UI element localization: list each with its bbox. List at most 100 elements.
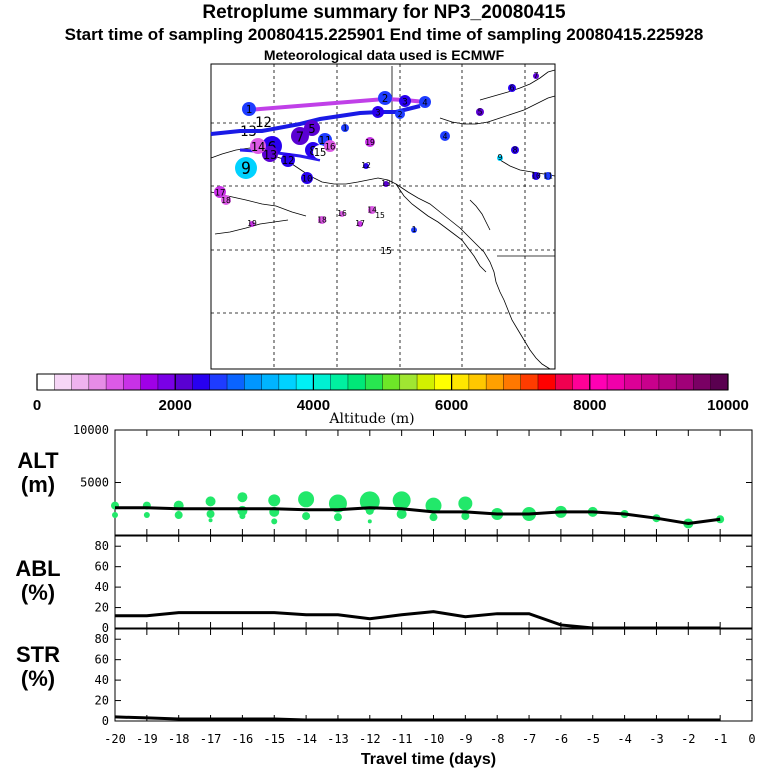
colorbar-swatch (520, 374, 539, 390)
x-tick-label: -9 (458, 732, 472, 746)
plume-label: 2 (382, 93, 388, 105)
plume-bubble (363, 163, 369, 169)
plume-label: 18 (221, 196, 231, 205)
alt-bubble (429, 513, 438, 522)
plume-bubble (235, 157, 257, 179)
plume-bubble (301, 172, 313, 184)
colorbar-tick-label: 0 (33, 397, 41, 414)
y-tick-label: 80 (95, 539, 109, 553)
colorbar-tick-label: 2000 (159, 397, 192, 414)
plume-label: 9 (498, 153, 503, 162)
time-series-panels: 500010000ALT(m)020406080ABL(%)020406080S… (15, 423, 755, 768)
y-tick-label: 20 (95, 601, 109, 615)
chart-title: Retroplume summary for NP3_20080415 (202, 2, 566, 23)
plume-label: 8 (513, 145, 518, 154)
plume-label: 16 (325, 143, 336, 153)
colorbar-swatch (209, 374, 228, 390)
trajectory-upper (247, 96, 426, 112)
alt-bubble (367, 519, 372, 524)
x-tick-label: -1 (713, 732, 727, 746)
colorbar-swatch (537, 374, 556, 390)
colorbar-tick-label: 8000 (573, 397, 606, 414)
plume-label: 16 (337, 209, 347, 218)
plume-label: 7 (296, 129, 304, 145)
plume-label: 8 (309, 144, 316, 158)
plume-label: 14 (251, 140, 265, 154)
plume-bubble (476, 108, 484, 116)
plume-label: 1 (343, 123, 348, 132)
colorbar-swatch (382, 374, 401, 390)
plume-label: 5 (308, 122, 315, 136)
panel-ylabel: (m) (21, 472, 55, 497)
plume-bubble (324, 140, 336, 152)
plume-bubble (368, 206, 376, 214)
x-tick-label: -13 (327, 732, 349, 746)
trajectory-map: 15 12 13 1234567891011121314151617181912… (210, 63, 556, 370)
alt-bubble (425, 497, 442, 514)
y-tick-label: 0 (102, 714, 109, 728)
plume-bubble (365, 137, 375, 147)
plume-label: 1 (246, 104, 252, 116)
alt-bubble (143, 512, 150, 519)
plume-bubble (532, 172, 540, 180)
alt-bubble (239, 513, 246, 520)
alt-bubble (205, 496, 216, 507)
colorbar-swatch (244, 374, 263, 390)
plume-bubble (399, 95, 411, 107)
colorbar-tick-label: 6000 (435, 397, 468, 414)
plume-label: 1 (412, 225, 417, 234)
plume-label: 13 (263, 148, 277, 162)
plume-bubble (419, 96, 431, 108)
alt-bubble (328, 494, 347, 513)
colorbar-swatch (347, 374, 366, 390)
colorbar-swatch (313, 374, 332, 390)
alt-bubble (268, 494, 281, 507)
plume-bubble (281, 153, 295, 167)
x-tick-label: -19 (136, 732, 158, 746)
plume-label: 15 (314, 147, 327, 159)
plume-label: 7 (534, 71, 539, 80)
colorbar-swatch (589, 374, 608, 390)
colorbar-swatch (227, 374, 245, 390)
colorbar-swatch (555, 374, 574, 390)
plume-label: 6 (510, 83, 515, 92)
colorbar-swatch (710, 374, 729, 390)
plume-label: 17 (355, 219, 365, 228)
alt-bubble (208, 518, 213, 523)
x-tick-label: -4 (617, 732, 631, 746)
x-tick-label: -12 (359, 732, 381, 746)
x-tick-label: -2 (681, 732, 695, 746)
panel-ylabel: (%) (21, 666, 55, 691)
alt-bubble (237, 492, 248, 503)
colorbar-swatch (607, 374, 625, 390)
plume-bubble (357, 221, 363, 227)
series-line-str (114, 715, 721, 722)
alt-bubble (112, 512, 118, 519)
plume-bubble (395, 109, 405, 119)
y-tick-label: 0 (102, 621, 109, 635)
plume-bubble (242, 102, 256, 116)
x-tick-label: -8 (490, 732, 504, 746)
plume-bubble (533, 73, 539, 79)
colorbar-swatch (451, 374, 470, 390)
plume-bubble (497, 155, 503, 161)
plume-label: 18 (317, 215, 327, 224)
plume-label: 14 (367, 205, 377, 214)
x-tick-label: 0 (748, 732, 755, 746)
colorbar-swatch (676, 374, 694, 390)
colorbar-swatch (175, 374, 193, 390)
y-tick-label: 40 (95, 673, 109, 687)
plume-bubble (372, 106, 384, 118)
colorbar-swatch (434, 374, 453, 390)
plume-bubble (262, 146, 278, 162)
colorbar-swatch (658, 374, 677, 390)
plume-bubble (318, 216, 326, 224)
y-tick-label: 5000 (80, 476, 109, 490)
colorbar-swatch (693, 374, 712, 390)
colorbar-swatch (123, 374, 142, 390)
plume-bubble (313, 145, 327, 159)
y-tick-label: 60 (95, 560, 109, 574)
alt-bubble (271, 518, 278, 525)
colorbar-swatch (417, 374, 435, 390)
plume-label: 10 (302, 175, 313, 185)
